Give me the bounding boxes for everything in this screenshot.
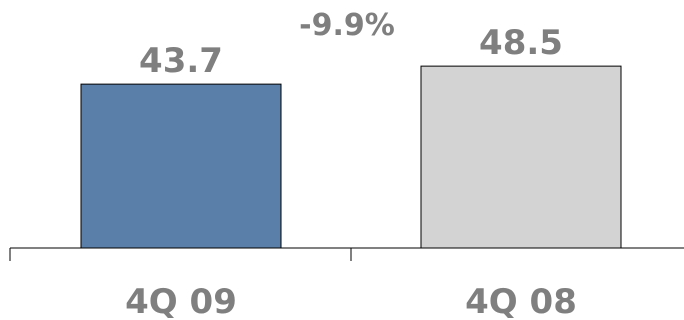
bar-4q-08	[420, 65, 622, 249]
data-label: 43.7	[139, 41, 223, 81]
data-label: 48.5	[479, 23, 563, 63]
category-label: 4Q 08	[465, 282, 577, 320]
bar-4q-09	[80, 83, 282, 249]
category-label: 4Q 09	[125, 282, 237, 320]
change-annotation: -9.9%	[299, 8, 395, 43]
